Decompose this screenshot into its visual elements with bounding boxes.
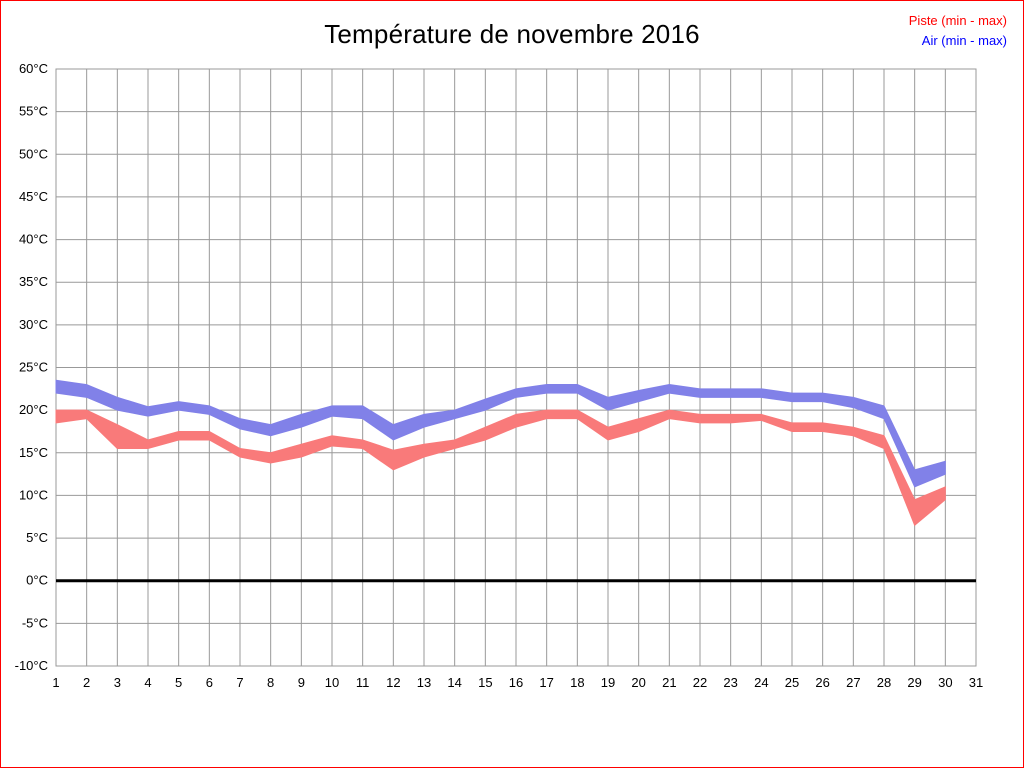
band-air bbox=[55, 379, 946, 488]
x-tick-label: 25 bbox=[785, 675, 799, 690]
y-tick-label: 30°C bbox=[19, 317, 48, 332]
x-tick-label: 10 bbox=[325, 675, 339, 690]
x-tick-label: 4 bbox=[144, 675, 151, 690]
x-tick-label: 15 bbox=[478, 675, 492, 690]
y-tick-label: -5°C bbox=[22, 615, 48, 630]
x-tick-label: 16 bbox=[509, 675, 523, 690]
chart-legend: Piste (min - max) Air (min - max) bbox=[909, 11, 1007, 51]
y-tick-label: 25°C bbox=[19, 360, 48, 375]
y-tick-label: 15°C bbox=[19, 445, 48, 460]
x-tick-label: 29 bbox=[907, 675, 921, 690]
x-tick-label: 30 bbox=[938, 675, 952, 690]
x-tick-label: 11 bbox=[356, 675, 370, 690]
x-tick-label: 7 bbox=[236, 675, 243, 690]
x-tick-label: 28 bbox=[877, 675, 891, 690]
band-piste bbox=[55, 409, 946, 527]
x-tick-label: 1 bbox=[52, 675, 59, 690]
x-tick-label: 20 bbox=[631, 675, 645, 690]
y-tick-label: 5°C bbox=[26, 530, 48, 545]
x-tick-label: 2 bbox=[83, 675, 90, 690]
x-tick-label: 27 bbox=[846, 675, 860, 690]
x-tick-label: 22 bbox=[693, 675, 707, 690]
y-tick-label: 35°C bbox=[19, 274, 48, 289]
x-tick-label: 19 bbox=[601, 675, 615, 690]
x-tick-label: 5 bbox=[175, 675, 182, 690]
x-tick-label: 26 bbox=[815, 675, 829, 690]
x-tick-label: 6 bbox=[206, 675, 213, 690]
x-tick-label: 14 bbox=[447, 675, 461, 690]
x-tick-label: 18 bbox=[570, 675, 584, 690]
x-tick-label: 17 bbox=[539, 675, 553, 690]
plot-border bbox=[55, 68, 977, 667]
x-tick-label: 3 bbox=[114, 675, 121, 690]
x-tick-label: 8 bbox=[267, 675, 274, 690]
y-tick-label: 0°C bbox=[26, 573, 48, 588]
x-tick-label: 12 bbox=[386, 675, 400, 690]
chart-title: Température de novembre 2016 bbox=[324, 19, 700, 49]
y-tick-label: 20°C bbox=[19, 402, 48, 417]
y-tick-label: 10°C bbox=[19, 487, 48, 502]
x-tick-label: 24 bbox=[754, 675, 768, 690]
y-tick-label: -10°C bbox=[15, 658, 48, 673]
x-tick-label: 31 bbox=[969, 675, 983, 690]
y-tick-label: 40°C bbox=[19, 232, 48, 247]
y-tick-label: 50°C bbox=[19, 146, 48, 161]
legend-piste-label: Piste (min - max) bbox=[908, 13, 1007, 28]
y-tick-label: 55°C bbox=[19, 104, 48, 119]
y-tick-label: 60°C bbox=[19, 61, 48, 76]
y-tick-label: 45°C bbox=[19, 189, 48, 204]
legend-air-label: Air (min - max) bbox=[921, 33, 1007, 48]
x-tick-label: 9 bbox=[298, 675, 305, 690]
x-tick-label: 23 bbox=[723, 675, 737, 690]
x-tick-label: 21 bbox=[662, 675, 676, 690]
x-tick-label: 13 bbox=[417, 675, 431, 690]
